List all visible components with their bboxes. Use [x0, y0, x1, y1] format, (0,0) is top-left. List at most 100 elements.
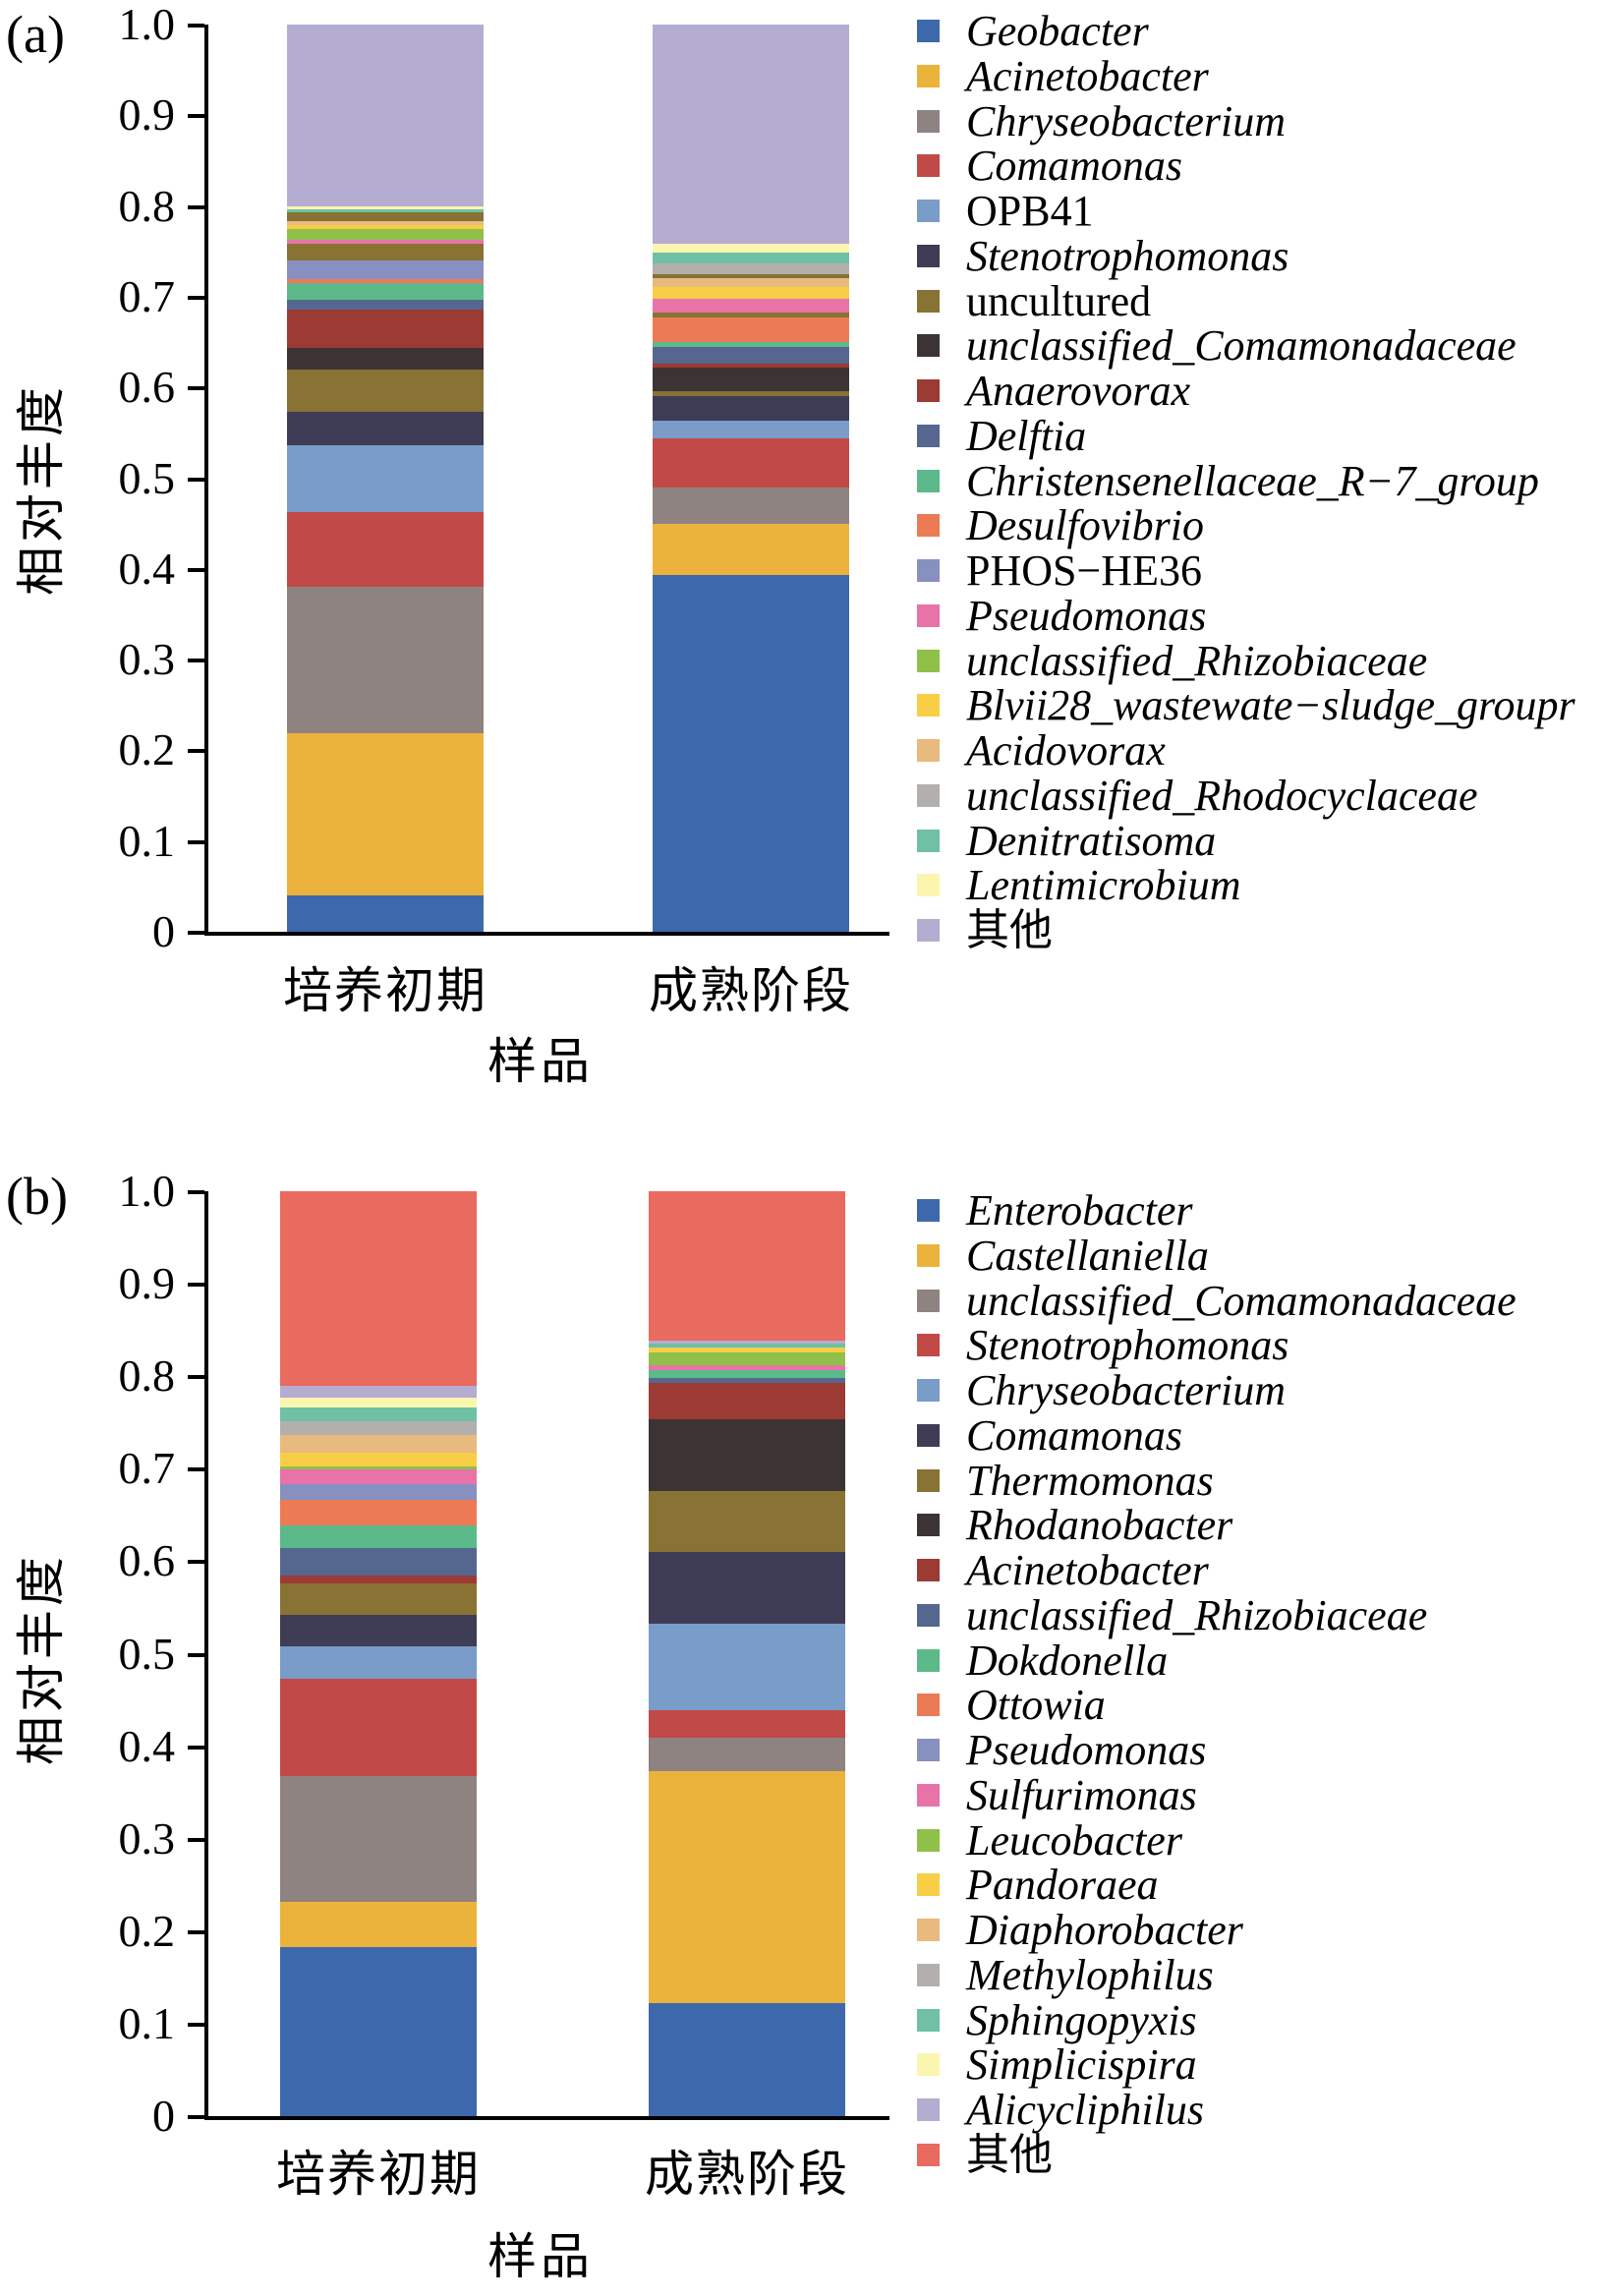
bar-segment	[649, 1771, 845, 2004]
legend-label: Chryseobacterium	[966, 96, 1287, 145]
y-axis-tick	[188, 2022, 204, 2027]
legend-label: Christensenellaceae_R−7_group	[966, 456, 1539, 505]
bar-segment	[653, 277, 849, 287]
bar-segment	[287, 511, 484, 588]
legend-swatch	[917, 424, 940, 447]
bar-segment	[653, 312, 849, 318]
y-axis-tick	[188, 567, 204, 572]
legend-item: Delftia	[917, 413, 1595, 459]
legend-label: Pseudomonas	[966, 591, 1207, 640]
legend-label: unclassified_Rhizobiaceae	[966, 1590, 1428, 1639]
bar-segment	[653, 286, 849, 299]
bar-segment	[280, 1466, 477, 1470]
bar-segment	[280, 1385, 477, 1398]
bar-segment	[653, 390, 849, 397]
category-label: 成熟阶段	[645, 2147, 849, 2202]
legend-swatch	[917, 109, 940, 133]
legend-label: Pandoraea	[966, 1861, 1159, 1910]
bar-segment	[280, 1548, 477, 1577]
y-axis-tick-label: 0.3	[118, 1812, 176, 1864]
legend-item: Blvii28_wastewate−sludge_groupr	[917, 683, 1595, 728]
bar-segment	[287, 244, 484, 260]
y-axis-tick-label: 0	[152, 2091, 175, 2141]
legend-label: Diaphorobacter	[966, 1906, 1243, 1954]
bar-segment	[649, 1552, 845, 1625]
legend-label: Anaerovorax	[966, 367, 1191, 415]
legend-swatch	[917, 2098, 940, 2121]
bar-segment	[653, 347, 849, 365]
bar-segment	[653, 364, 849, 368]
y-axis-tick-label: 0.7	[118, 1443, 176, 1494]
legend-item: Comamonas	[917, 1410, 1595, 1460]
legend-swatch	[917, 1514, 940, 1537]
bar-segment	[280, 1435, 477, 1454]
bar-segment	[653, 317, 849, 342]
bar-segment	[287, 279, 484, 283]
legend-swatch	[917, 200, 940, 222]
bar-segment	[287, 309, 484, 348]
bar-segment	[653, 524, 849, 575]
legend-swatch	[917, 694, 940, 718]
bar-segment	[649, 1382, 845, 1420]
legend-label: Stenotrophomonas	[966, 231, 1289, 280]
legend-swatch	[917, 1919, 940, 1941]
legend-item: Chryseobacterium	[917, 96, 1595, 145]
bar-segment	[280, 1902, 477, 1948]
legend-label: Desulfovibrio	[966, 501, 1204, 550]
bar-segment	[287, 445, 484, 512]
legend-label: unclassified_Rhodocyclaceae	[966, 771, 1478, 820]
legend-swatch	[917, 2008, 940, 2032]
bar-segment	[653, 273, 849, 278]
bar-segment	[280, 1407, 477, 1422]
legend-swatch	[917, 783, 940, 807]
bar-segment	[287, 259, 484, 280]
stacked-bar	[287, 25, 484, 932]
legend-swatch	[917, 1963, 940, 1986]
legend-swatch	[917, 1423, 940, 1447]
legend-label: Ottowia	[966, 1681, 1106, 1730]
bar-segment	[649, 1348, 845, 1352]
legend-item: Castellaniella	[917, 1233, 1595, 1279]
y-axis-line	[204, 25, 208, 936]
legend-item: Enterobacter	[917, 1188, 1595, 1234]
legend-swatch	[917, 1559, 940, 1581]
bar-segment	[653, 298, 849, 313]
bar-segment	[287, 412, 484, 446]
legend-item: unclassified_Rhizobiaceae	[917, 638, 1595, 684]
legend-item: Alicycliphilus	[917, 2088, 1595, 2133]
legend-item: Diaphorobacter	[917, 1908, 1595, 1953]
y-axis-tick	[188, 931, 204, 935]
y-axis-tick	[188, 386, 204, 391]
legend-item: Anaerovorax	[917, 369, 1595, 414]
legend-label: Blvii28_wastewate−sludge_groupr	[966, 681, 1575, 730]
legend-label: Stenotrophomonas	[966, 1321, 1289, 1370]
legend-swatch	[917, 64, 940, 87]
bar-segment	[287, 212, 484, 222]
bar-segment	[649, 1378, 845, 1383]
legend-item: Stenotrophomonas	[917, 1323, 1595, 1368]
legend-swatch	[917, 514, 940, 538]
legend-item: Acinetobacter	[917, 1548, 1595, 1593]
legend-label: Comamonas	[966, 1410, 1183, 1460]
legend-label: Chryseobacterium	[966, 1366, 1287, 1414]
y-axis-tick-label: 0	[152, 906, 175, 956]
bar-segment	[653, 574, 849, 932]
legend-item: Chryseobacterium	[917, 1368, 1595, 1413]
bar-segment	[280, 1582, 477, 1615]
y-axis-tick	[188, 1283, 204, 1288]
legend-item: Acinetobacter	[917, 53, 1595, 99]
bar-segment	[649, 1738, 845, 1771]
panel-label-b: (b)	[6, 1167, 68, 1226]
legend-swatch	[917, 874, 940, 897]
bar-segment	[649, 1369, 845, 1379]
bar-segment	[653, 244, 849, 253]
bar-segment	[649, 1419, 845, 1491]
legend-swatch	[917, 1334, 940, 1357]
bar-segment	[653, 437, 849, 488]
bar-segment	[287, 224, 484, 229]
bar-segment	[287, 209, 484, 213]
x-axis-line	[204, 932, 889, 936]
bar-segment	[280, 1421, 477, 1436]
